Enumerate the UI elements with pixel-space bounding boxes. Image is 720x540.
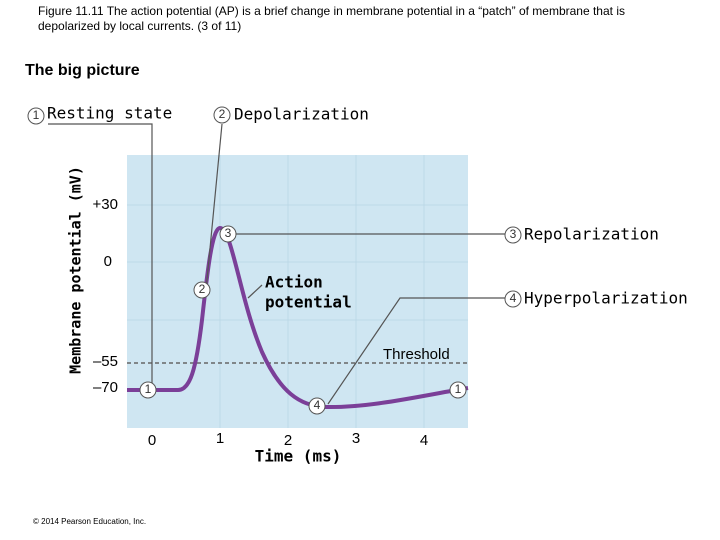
y-tick-label: 0 — [104, 253, 112, 270]
step: 1 Resting state — [27, 104, 172, 125]
callout-line — [205, 123, 223, 291]
callout-line — [327, 297, 505, 405]
x-axis-label: Time (ms) — [255, 447, 342, 466]
marker-number: 1 — [455, 382, 462, 396]
y-tick-label: –55 — [93, 353, 118, 370]
x-tick-label: 4 — [420, 432, 428, 449]
step-label: Depolarization — [234, 105, 369, 124]
curve-label: Action — [265, 273, 323, 292]
x-tick-label: 2 — [284, 432, 292, 449]
step-number: 1 — [33, 108, 40, 122]
step-label: Hyperpolarization — [524, 289, 688, 308]
callout-line — [48, 123, 153, 390]
marker-number: 3 — [225, 226, 232, 240]
step-number: 2 — [219, 107, 226, 121]
step-number: 3 — [510, 227, 517, 241]
curve-marker: 1 — [449, 381, 467, 399]
x-tick-label: 0 — [148, 432, 156, 449]
marker-number: 4 — [314, 398, 321, 412]
x-tick-label: 1 — [216, 430, 224, 447]
copyright: © 2014 Pearson Education, Inc. — [33, 517, 146, 526]
step: 3 Repolarization — [504, 225, 659, 244]
step-label: Repolarization — [524, 225, 659, 244]
curve-marker: 3 — [219, 225, 237, 243]
y-tick-label: +30 — [93, 196, 118, 213]
callout-line — [247, 284, 263, 299]
grid — [127, 155, 468, 428]
marker-number: 2 — [199, 282, 206, 296]
section-title: The big picture — [25, 62, 140, 79]
curve-marker: 1 — [139, 381, 157, 399]
figure-caption: Figure 11.11 The action potential (AP) i… — [38, 4, 625, 33]
x-tick-label: 3 — [352, 430, 360, 447]
y-tick-label: –70 — [93, 379, 118, 396]
curve-marker: 4 — [308, 397, 326, 415]
action-potential-curve — [127, 225, 469, 410]
step-label: Resting state — [47, 104, 172, 123]
step-number: 4 — [510, 291, 517, 305]
step: 2 Depolarization — [213, 105, 369, 124]
curve-label: potential — [265, 293, 352, 312]
marker-number: 1 — [145, 382, 152, 396]
plot-area — [127, 155, 468, 428]
curve-marker: 2 — [193, 281, 211, 299]
y-axis-label: Membrane potential (mV) — [67, 166, 85, 374]
threshold-label: Threshold — [383, 346, 450, 363]
step: 4 Hyperpolarization — [504, 289, 688, 308]
